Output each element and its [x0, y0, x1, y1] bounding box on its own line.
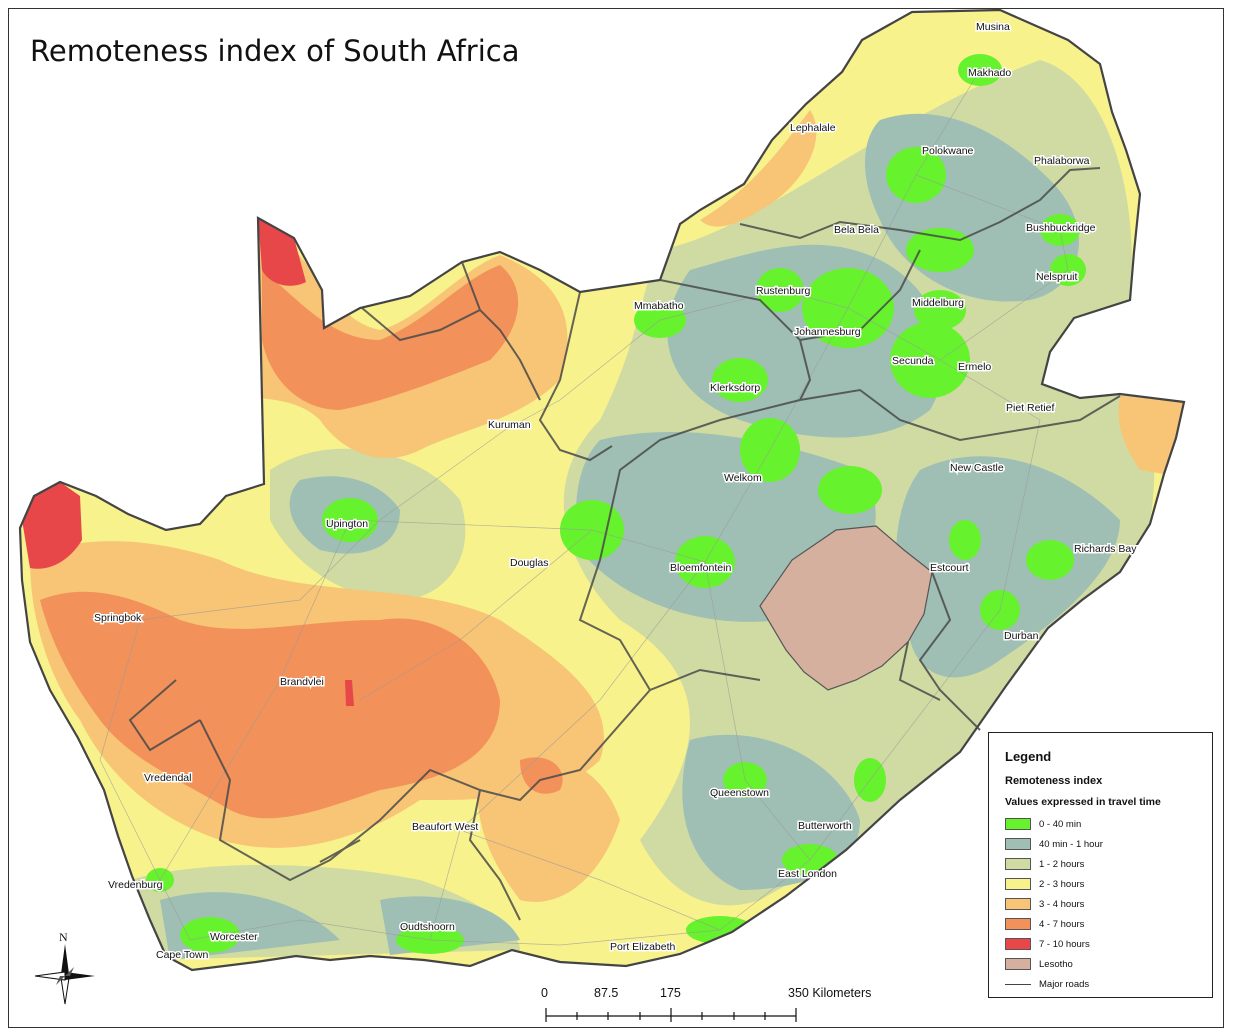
city-label: East London — [778, 868, 837, 880]
legend-swatch — [1005, 818, 1031, 830]
city-labels: Musina Makhado Lephalale Polokwane Phala… — [93, 20, 1139, 963]
legend-class-row: 2 - 3 hours — [1005, 877, 1084, 891]
city-label: Durban — [1004, 630, 1039, 642]
legend-class-label: 3 - 4 hours — [1039, 898, 1085, 910]
legend-swatch — [1005, 858, 1031, 870]
provincial-boundaries — [128, 167, 1121, 921]
legend-class-row: 1 - 2 hours — [1005, 857, 1084, 871]
legend-class-row: 4 - 7 hours — [1005, 917, 1084, 931]
legend-class-row: 7 - 10 hours — [1005, 937, 1090, 951]
legend-class-row: 0 - 40 min — [1005, 817, 1081, 831]
city-label: Oudtshoorn — [400, 921, 455, 933]
city-label: Vredendal — [144, 772, 191, 784]
city-label: Port Elizabeth — [610, 941, 676, 953]
legend-class-row: 3 - 4 hours — [1005, 897, 1084, 911]
city-label: Springbok — [94, 612, 142, 624]
lesotho — [759, 525, 933, 691]
legend-swatch — [1005, 958, 1031, 970]
city-label: Makhado — [968, 67, 1011, 79]
scale-tick-label: 350 Kilometers — [788, 986, 872, 1000]
city-label: Nelspruit — [1036, 271, 1078, 283]
city-label: Estcourt — [930, 562, 969, 574]
legend-swatch — [1005, 938, 1031, 950]
legend-swatch — [1005, 918, 1031, 930]
city-label: Cape Town — [156, 949, 209, 961]
map-title: Remoteness index of South Africa — [30, 34, 520, 68]
scale-tick-label: 0 — [541, 986, 548, 1000]
legend-swatch — [1005, 838, 1031, 850]
north-label: N — [59, 930, 68, 944]
legend-class-label: 4 - 7 hours — [1039, 918, 1085, 930]
city-label: Vredenburg — [108, 879, 163, 891]
legend-roads-row: Major roads — [1005, 977, 1089, 991]
city-label: Ermelo — [958, 361, 991, 373]
city-label: Lephalale — [790, 122, 836, 134]
city-label: Middelburg — [912, 297, 964, 309]
legend-class-label: 2 - 3 hours — [1039, 878, 1085, 890]
road-line-swatch — [1005, 983, 1031, 985]
city-label: Piet Retief — [1006, 402, 1055, 414]
city-label: Mmabatho — [634, 300, 684, 312]
city-label: Queenstown — [710, 787, 769, 799]
city-label: Rustenburg — [756, 285, 810, 297]
city-label: Kuruman — [488, 419, 531, 431]
city-label: Bushbuckridge — [1026, 222, 1096, 234]
city-label: Welkom — [724, 472, 762, 484]
legend-class-row: Lesotho — [1005, 957, 1073, 971]
city-label: Musina — [976, 21, 1010, 33]
city-label: Upington — [326, 518, 368, 530]
city-label: Worcester — [210, 931, 258, 943]
city-label: Klerksdorp — [710, 382, 760, 394]
legend-swatch — [1005, 898, 1031, 910]
city-label: Douglas — [510, 557, 549, 569]
city-label: Secunda — [892, 355, 934, 367]
city-label: Butterworth — [798, 820, 852, 832]
legend-subtitle: Values expressed in travel time — [1005, 796, 1161, 808]
north-arrow: N — [30, 930, 100, 1010]
compass-icon — [34, 944, 95, 1005]
city-label: Phalaborwa — [1034, 155, 1090, 167]
scale-tick-label: 87.5 — [594, 986, 619, 1000]
city-label: Johannesburg — [794, 326, 861, 338]
legend-class-label: 7 - 10 hours — [1039, 938, 1090, 950]
legend-title: Remoteness index — [1005, 775, 1103, 787]
city-label: Richards Bay — [1074, 543, 1137, 555]
legend-class-label: 40 min - 1 hour — [1039, 838, 1103, 850]
city-label: Bela Bela — [834, 224, 879, 236]
legend: Legend Remoteness index Values expressed… — [988, 732, 1213, 998]
legend-class-row: 40 min - 1 hour — [1005, 837, 1103, 851]
legend-heading: Legend — [1005, 749, 1052, 764]
legend-class-label: 0 - 40 min — [1039, 818, 1082, 830]
city-label: Brandvlei — [280, 676, 324, 688]
scale-bar: 0 87.5 175 350 Kilometers — [530, 986, 910, 1026]
legend-class-label: Lesotho — [1039, 958, 1073, 970]
city-label: Beaufort West — [412, 821, 478, 833]
legend-class-label: 1 - 2 hours — [1039, 858, 1085, 870]
legend-roads-label: Major roads — [1039, 978, 1090, 990]
scale-tick-label: 175 — [660, 986, 681, 1000]
city-label: Bloemfontein — [670, 562, 731, 574]
city-label: Polokwane — [922, 145, 974, 157]
legend-swatch — [1005, 878, 1031, 890]
city-label: New Castle — [950, 462, 1004, 474]
major-roads — [99, 69, 1069, 946]
